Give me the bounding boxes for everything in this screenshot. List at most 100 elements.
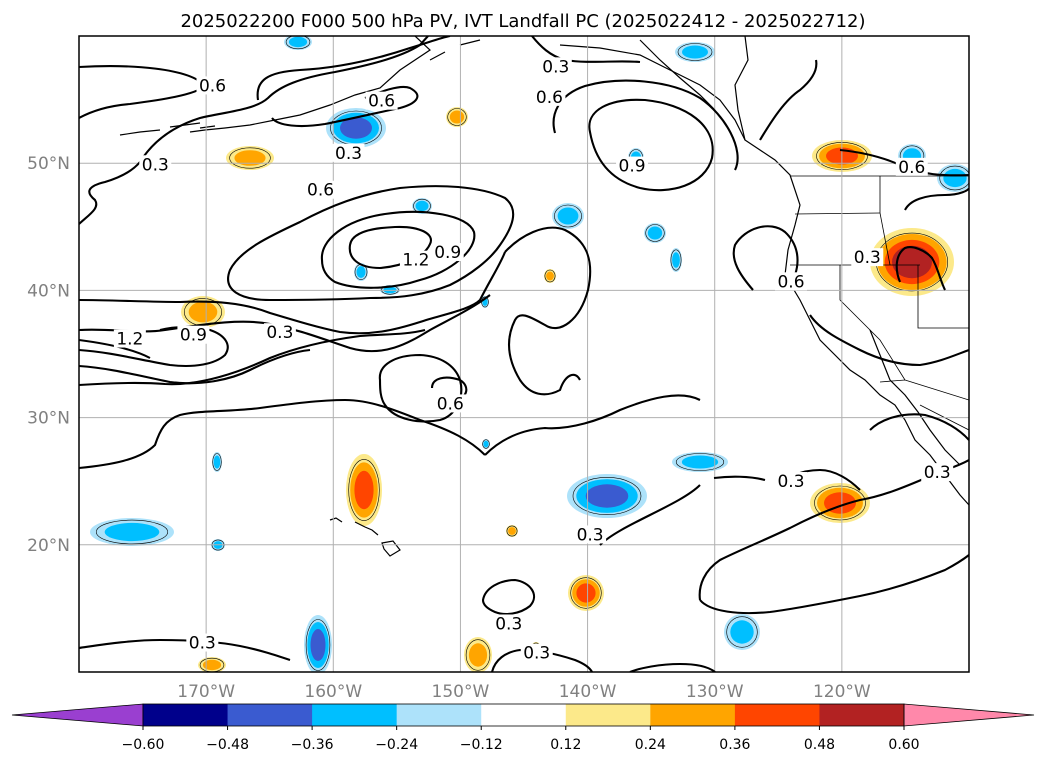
ivt-anomaly-outline <box>670 249 682 271</box>
contour-label: 0.3 <box>924 463 951 483</box>
contour-label: 0.3 <box>266 323 293 343</box>
lon-tick-label: 160°W <box>304 682 362 702</box>
contour-label-background <box>399 250 432 269</box>
ivt-anomaly-outline <box>675 453 725 471</box>
contour-label: 1.2 <box>116 330 143 350</box>
ivt-anomaly-patch <box>288 36 308 48</box>
graticule <box>79 36 969 672</box>
contour-label: 0.3 <box>335 144 362 164</box>
contour-label-background <box>431 243 464 262</box>
lon-tick-label: 150°W <box>432 682 490 702</box>
figure-title: 2025022200 F000 500 hPa PV, IVT Landfall… <box>180 11 865 32</box>
contour-label: 0.3 <box>777 472 804 492</box>
colorbar-tick-label: −0.12 <box>460 737 503 753</box>
state-border-idaho <box>879 176 891 266</box>
pv-contour-0.3-center-wave-south <box>79 294 491 353</box>
ivt-anomaly-outline <box>554 204 582 228</box>
ivt-anomaly-outline <box>212 453 222 471</box>
colorbar-tick-label: −0.60 <box>122 737 165 753</box>
coastline-gulf-alaska <box>559 44 746 141</box>
colorbar-tick-label: 0.24 <box>635 737 666 753</box>
lat-tick-label: 40°N <box>27 281 70 301</box>
contour-label: 0.9 <box>434 243 461 263</box>
contour-label-background <box>365 91 398 110</box>
contour-label: 0.3 <box>189 634 216 654</box>
ivt-anomaly-patch <box>943 168 967 188</box>
pv-contour-0.6-center-large <box>227 185 515 302</box>
pv-contour-labels: 0.60.30.60.30.30.60.9 0.60.61.2 0.9 0.30.61… <box>113 57 954 664</box>
ivt-anomaly-outline <box>96 519 169 545</box>
ivt-shading <box>90 36 969 672</box>
ivt-anomaly-patch <box>585 484 629 508</box>
pv-contour-0.6-west-south <box>79 348 311 385</box>
pv-contour-0.6-east-mid <box>809 314 969 367</box>
colorbar-segment <box>227 704 313 726</box>
coastline-alaska-islands <box>429 39 716 111</box>
coastline-hawaii-3 <box>381 540 401 557</box>
contour-label-background <box>139 155 172 174</box>
pv-contour-0.3-center-wave <box>79 251 506 335</box>
ivt-anomaly-patch <box>213 455 221 469</box>
colorbar-segment <box>734 704 820 726</box>
ivt-anomaly-outline <box>814 485 866 521</box>
colorbar-extend-high <box>903 703 1035 727</box>
latitude-tick-labels: 20°N 30°N 40°N 50°N <box>27 154 70 556</box>
contour-label: 0.6 <box>199 76 226 96</box>
map-background <box>79 36 969 672</box>
ivt-anomaly-patch <box>340 117 372 139</box>
colorbar-tick-label: 0.36 <box>719 737 750 753</box>
ivt-anomaly-outline <box>348 459 380 521</box>
contour-label-background <box>177 325 210 344</box>
contour-label-background <box>921 463 954 482</box>
ivt-anomaly-outline <box>447 108 467 126</box>
ivt-anomaly-outline <box>645 224 665 242</box>
contour-label: 0.6 <box>368 92 395 112</box>
colorbar-tick-label: −0.36 <box>291 737 334 753</box>
lat-tick-label: 50°N <box>27 154 70 174</box>
colorbar-tick-label: 0.48 <box>804 737 835 753</box>
pv-contour-0.3-west-south <box>79 328 426 387</box>
ivt-anomaly-patch <box>546 271 554 281</box>
contour-label-background <box>332 143 365 162</box>
contour-label: 0.3 <box>577 525 604 545</box>
ivt-anomaly-patch <box>681 455 719 469</box>
colorbar-tick-label: −0.48 <box>206 737 249 753</box>
contour-label-background <box>520 643 553 662</box>
contour-label: 0.3 <box>542 57 569 77</box>
us-mexico-border <box>879 379 969 401</box>
contour-label-background <box>895 157 928 176</box>
contour-label-background <box>113 329 146 348</box>
ivt-anomaly-outline <box>544 269 556 283</box>
contour-label-background <box>196 76 229 95</box>
ivt-anomaly-patch <box>310 629 326 661</box>
ivt-anomaly-patch <box>508 527 516 535</box>
pv-contour-0.3-east <box>895 246 946 291</box>
ivt-anomaly-patch <box>354 470 374 510</box>
colorbar: −0.60 −0.48 −0.36 −0.24 −0.12 0.12 0.24 0.36 0.4… <box>11 703 1035 753</box>
contour-label: 0.3 <box>495 614 522 634</box>
colorbar-frame <box>142 703 905 727</box>
lon-tick-label: 170°W <box>177 682 235 702</box>
contour-label-background <box>492 614 525 633</box>
ivt-anomaly-patch <box>415 200 429 212</box>
pv-contour-0.6-west-north <box>79 65 207 119</box>
coastline-hawaii-2 <box>354 521 379 536</box>
colorbar-segment <box>481 704 567 726</box>
contour-label-background <box>574 525 607 544</box>
coastline-hawaii-1 <box>329 517 343 523</box>
ivt-anomaly-patch <box>188 301 218 323</box>
state-border-california-nevada <box>839 265 906 381</box>
coastline-aleutians <box>119 122 216 136</box>
contour-label: 0.3 <box>523 644 550 664</box>
coastline-north-america <box>734 36 969 506</box>
colorbar-segment <box>819 704 905 726</box>
contour-label: 1.2 <box>402 251 429 271</box>
pv-contour-0.6-east-n <box>904 187 969 211</box>
ivt-anomaly-patch <box>892 245 932 279</box>
contour-label-background <box>616 156 649 175</box>
colorbar-extend-low <box>11 703 144 727</box>
pv-contour-0.9-gulf-low <box>588 98 714 192</box>
pv-contour-0.3-se-bottom <box>629 662 716 672</box>
lat-tick-label: 30°N <box>27 409 70 429</box>
